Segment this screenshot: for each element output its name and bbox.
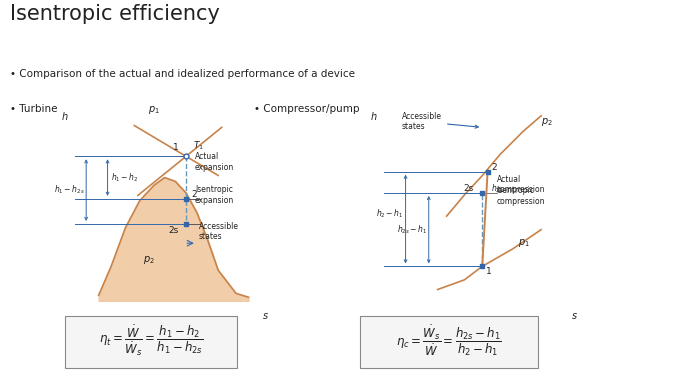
Text: Isentropic
compression: Isentropic compression <box>497 186 545 206</box>
Text: $T_1$: $T_1$ <box>193 140 204 152</box>
Text: Actual
compression: Actual compression <box>497 174 545 194</box>
Text: h: h <box>370 112 377 122</box>
Text: Accessible
states: Accessible states <box>402 112 478 131</box>
Text: Actual
expansion: Actual expansion <box>195 152 234 172</box>
Text: • Comparison of the actual and idealized performance of a device: • Comparison of the actual and idealized… <box>10 69 355 80</box>
Text: $h_{2s} - h_1$: $h_{2s} - h_1$ <box>397 223 427 236</box>
Text: h: h <box>62 112 68 122</box>
Text: 2s: 2s <box>463 184 473 193</box>
Text: $p_2$: $p_2$ <box>143 254 155 266</box>
Text: 1: 1 <box>173 144 179 152</box>
Text: • Compressor/pump: • Compressor/pump <box>254 104 359 114</box>
Text: $\eta_t = \dfrac{\dot{W}}{\dot{W}_s} = \dfrac{h_1 - h_2}{h_1 - h_{2s}}$: $\eta_t = \dfrac{\dot{W}}{\dot{W}_s} = \… <box>99 323 203 358</box>
Text: s: s <box>263 311 268 321</box>
Text: $h_{2s}$: $h_{2s}$ <box>491 182 504 195</box>
Text: Isentropic
expansion: Isentropic expansion <box>195 185 234 205</box>
Text: $h_1 - h_2$: $h_1 - h_2$ <box>111 171 139 184</box>
Text: Isentropic efficiency: Isentropic efficiency <box>10 4 220 24</box>
Text: 2: 2 <box>491 163 497 172</box>
Text: $h_1 - h_{2s}$: $h_1 - h_{2s}$ <box>54 184 84 196</box>
Text: $\eta_c = \dfrac{\dot{W}_s}{\dot{W}} = \dfrac{h_{2s} - h_1}{h_2 - h_1}$: $\eta_c = \dfrac{\dot{W}_s}{\dot{W}} = \… <box>397 323 502 358</box>
Text: $h_2 - h_1$: $h_2 - h_1$ <box>376 207 404 220</box>
Text: $p_2$: $p_2$ <box>541 115 553 127</box>
Text: 2: 2 <box>191 190 197 199</box>
Text: $p_1$: $p_1$ <box>518 237 530 249</box>
Text: 2s: 2s <box>169 226 179 235</box>
Text: s: s <box>571 311 576 321</box>
Text: Accessible
states: Accessible states <box>198 222 239 241</box>
Text: • Turbine: • Turbine <box>10 104 58 114</box>
Text: 1: 1 <box>486 267 492 276</box>
Text: $p_1$: $p_1$ <box>148 104 160 116</box>
